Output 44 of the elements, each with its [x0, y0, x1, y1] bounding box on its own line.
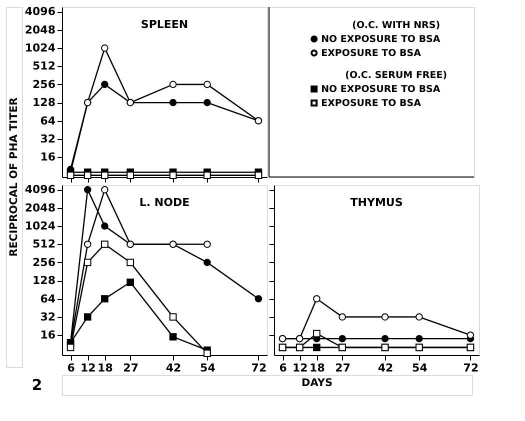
legend-label: NO EXPOSURE TO BSA [321, 34, 441, 45]
y-tick-label: 512 [32, 60, 56, 73]
x-tick-label: 42 [166, 362, 182, 374]
x-tick-label: 6 [279, 362, 288, 374]
y-tick-label: 1024 [24, 42, 56, 55]
text: 2 [32, 376, 42, 394]
x-tick-label: 18 [98, 362, 113, 374]
x-tick-label: 12 [292, 362, 308, 374]
x-tick-label: 72 [251, 362, 267, 374]
y-tick-label: 1024 [24, 220, 56, 233]
text: L. NODE [139, 196, 190, 209]
y-tick-label: 2048 [24, 201, 56, 214]
x-tick-label: 54 [412, 362, 428, 374]
x-tick-label: 27 [123, 362, 138, 374]
y-tick-label: 64 [40, 114, 56, 128]
x-tick-label: 12 [80, 362, 96, 374]
text: THYMUS [350, 196, 403, 209]
x-tick-label: 6 [67, 362, 76, 374]
y-tick-label: 16 [40, 328, 56, 342]
legend-label: EXPOSURE TO BSA [321, 98, 422, 109]
y-tick-label: 128 [32, 274, 56, 288]
y-tick-label: 4096 [24, 5, 56, 18]
text: (O.C. WITH NRS) [352, 20, 440, 31]
x-tick-label: 42 [378, 362, 394, 374]
y-tick-label: 16 [40, 150, 56, 164]
text: (O.C. SERUM FREE) [345, 70, 448, 81]
y-tick-label: 256 [32, 78, 56, 91]
y-axis-title: RECIPROCAL OF PHA TITER [8, 97, 20, 257]
y-tick-label: 64 [40, 292, 56, 306]
text: SPLEEN [140, 18, 188, 31]
y-tick-label: 256 [32, 256, 56, 269]
y-tick-label: 4096 [24, 183, 56, 196]
y-tick-label: 32 [40, 132, 56, 146]
x-tick-label: 18 [310, 362, 325, 374]
x-axis-title: DAYS [301, 377, 333, 389]
y-tick-label: 2048 [24, 23, 56, 36]
y-tick-label: 512 [32, 238, 56, 251]
legend-label: NO EXPOSURE TO BSA [321, 84, 441, 95]
x-tick-label: 27 [335, 362, 350, 374]
x-tick-label: 72 [463, 362, 479, 374]
y-tick-label: 128 [32, 96, 56, 110]
legend-label: EXPOSURE TO BSA [321, 48, 422, 59]
x-tick-label: 54 [200, 362, 216, 374]
y-tick-label: 32 [40, 310, 56, 324]
